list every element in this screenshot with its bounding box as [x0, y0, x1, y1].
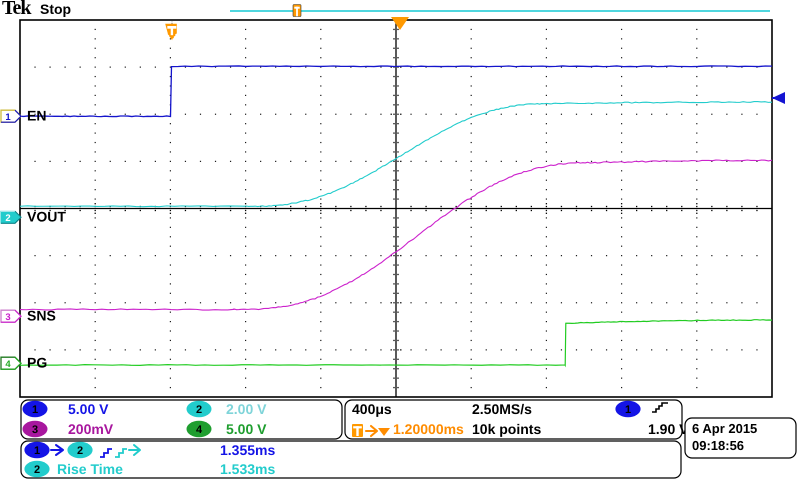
svg-text:1.90 V: 1.90 V: [648, 421, 689, 437]
svg-text:1: 1: [34, 445, 40, 457]
svg-text:3: 3: [32, 424, 38, 436]
svg-text:2: 2: [196, 404, 202, 416]
svg-text:5.00 V: 5.00 V: [226, 421, 267, 437]
svg-text:1.20000ms: 1.20000ms: [393, 421, 464, 437]
svg-text:2.00 V: 2.00 V: [226, 401, 267, 417]
svg-text:400μs: 400μs: [352, 401, 392, 417]
svg-text:09:18:56: 09:18:56: [692, 438, 744, 453]
svg-text:6 Apr 2015: 6 Apr 2015: [692, 421, 757, 436]
svg-text:1: 1: [625, 404, 631, 416]
svg-text:1.533ms: 1.533ms: [220, 461, 275, 477]
svg-text:10k points: 10k points: [472, 421, 541, 437]
svg-text:1: 1: [32, 404, 38, 416]
svg-text:4: 4: [196, 424, 203, 436]
svg-text:2: 2: [34, 464, 40, 476]
svg-text:Rise Time: Rise Time: [57, 461, 123, 477]
svg-text:200mV: 200mV: [68, 421, 114, 437]
svg-text:5.00 V: 5.00 V: [68, 401, 109, 417]
svg-text:1.355ms: 1.355ms: [220, 442, 275, 458]
svg-text:2.50MS/s: 2.50MS/s: [472, 401, 532, 417]
svg-text:2: 2: [77, 445, 83, 457]
